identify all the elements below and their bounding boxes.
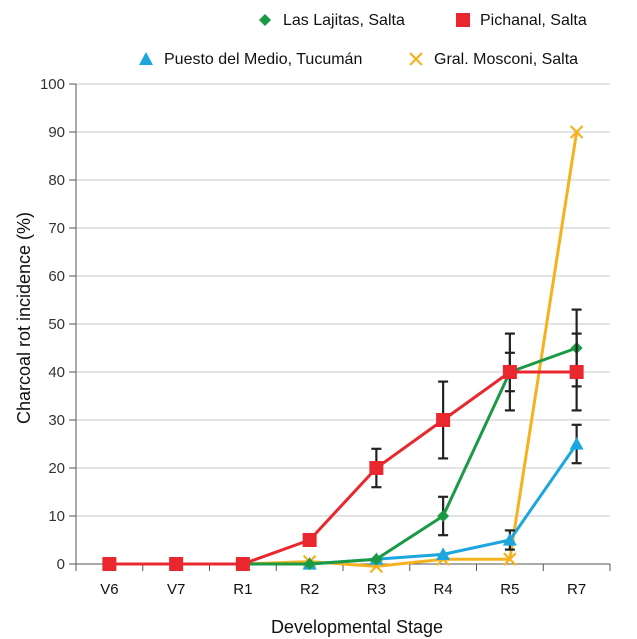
legend-marker-square-icon (456, 13, 470, 27)
triangle-marker (502, 533, 517, 546)
square-marker (169, 557, 184, 571)
legend-label-pichanal: Pichanal, Salta (480, 12, 587, 29)
y-tick-label: 100 (40, 76, 65, 93)
x-marker (503, 552, 517, 566)
y-tick-label: 0 (57, 556, 65, 573)
square-marker (569, 365, 584, 379)
y-tick-label: 80 (48, 172, 65, 189)
x-tick-label: R2 (300, 581, 319, 598)
square-marker (502, 365, 517, 379)
legend-marker-x-icon (409, 52, 423, 66)
y-tick-label: 70 (48, 220, 65, 237)
series-1 (102, 332, 584, 571)
diamond-marker (437, 510, 450, 522)
x-axis-title: Developmental Stage (271, 617, 443, 637)
y-tick-label: 20 (48, 460, 65, 477)
series-line (109, 346, 578, 566)
square-marker (102, 557, 117, 571)
legend-item-puesto-del-medio: Puesto del Medio, Tucumán (139, 51, 362, 68)
gridlines (76, 83, 610, 517)
x-axis-ticks: V6 V7 R1 R2 R3 R4 R5 R7 (75, 564, 611, 598)
legend-item-pichanal: Pichanal, Salta (456, 12, 587, 29)
y-axis-ticks: 0 10 20 30 40 50 60 70 80 90 100 (40, 76, 76, 573)
legend: Las Lajitas, Salta Pichanal, Salta Puest… (139, 12, 587, 68)
legend-label-gral-mosconi: Gral. Mosconi, Salta (434, 51, 578, 68)
y-tick-label: 60 (48, 268, 65, 285)
series-group (102, 125, 584, 574)
square-marker (235, 557, 250, 571)
x-tick-label: R3 (367, 581, 386, 598)
y-tick-label: 10 (48, 508, 65, 525)
square-marker (369, 461, 384, 475)
x-tick-label: V7 (167, 581, 185, 598)
y-tick-label: 40 (48, 364, 65, 381)
x-tick-label: R4 (434, 581, 453, 598)
x-tick-label: R5 (500, 581, 519, 598)
square-marker (302, 533, 317, 547)
diamond-marker (370, 553, 383, 566)
diamond-marker (303, 558, 316, 570)
x-tick-label: V6 (100, 581, 118, 598)
y-tick-label: 50 (48, 316, 65, 333)
legend-marker-diamond-icon (259, 14, 271, 26)
series-line (109, 370, 577, 566)
legend-item-gral-mosconi: Gral. Mosconi, Salta (409, 51, 578, 68)
triangle-marker (436, 547, 451, 560)
x-tick-label: R1 (233, 581, 252, 598)
legend-label-las-lajitas: Las Lajitas, Salta (283, 12, 405, 29)
triangle-marker (569, 437, 584, 450)
y-tick-label: 30 (48, 412, 65, 429)
legend-item-las-lajitas: Las Lajitas, Salta (259, 12, 405, 29)
y-tick-label: 90 (48, 124, 65, 141)
square-marker (436, 413, 451, 427)
y-axis-title: Charcoal rot incidence (%) (14, 212, 34, 424)
x-tick-label: R7 (567, 581, 586, 598)
series-line (109, 131, 579, 568)
legend-marker-triangle-icon (139, 52, 153, 65)
legend-label-puesto-del-medio: Puesto del Medio, Tucumán (164, 51, 362, 68)
x-marker (569, 125, 584, 139)
